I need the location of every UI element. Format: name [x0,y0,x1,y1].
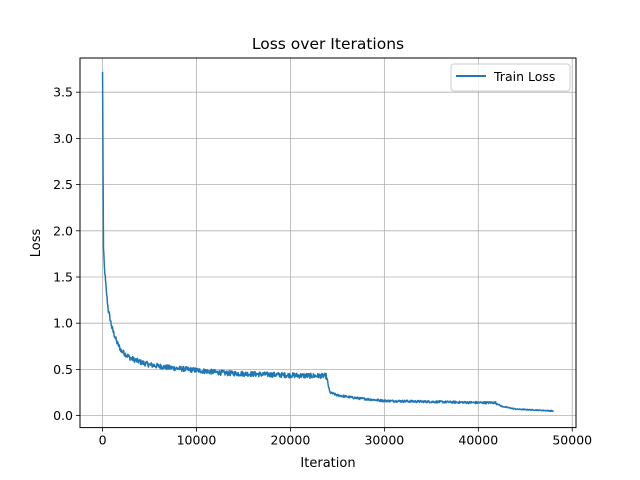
plot-frame [79,57,577,429]
series-layer [101,71,554,413]
y-tick-label: 3.0 [53,131,73,146]
chart-title: Loss over Iterations [252,35,404,53]
x-tick-label: 0 [99,433,107,448]
y-axis-label: Loss [29,229,44,258]
y-tick-label: 0.0 [53,408,73,423]
legend: Train Loss [450,63,571,92]
legend-label-train-loss: Train Loss [493,69,555,84]
y-tick-label: 1.0 [53,316,73,331]
y-tick-label: 3.5 [53,85,73,100]
x-tick-label: 30000 [364,433,404,448]
y-tick-label: 0.5 [53,362,73,377]
x-tick-label: 50000 [552,433,592,448]
y-tick-label: 1.5 [53,269,73,284]
x-tick-label: 40000 [458,433,498,448]
legend-box [450,63,571,92]
train-loss-line [101,71,554,413]
x-tick-label: 20000 [271,433,311,448]
y-tick-label: 2.5 [53,177,73,192]
x-tick-label: 10000 [177,433,217,448]
y-tick-label: 2.0 [53,223,73,238]
x-axis-label: Iteration [300,456,355,471]
ticks: 0 10000 20000 30000 40000 50000 0.0 0.5 1.0 1.5 2.… [53,85,592,448]
